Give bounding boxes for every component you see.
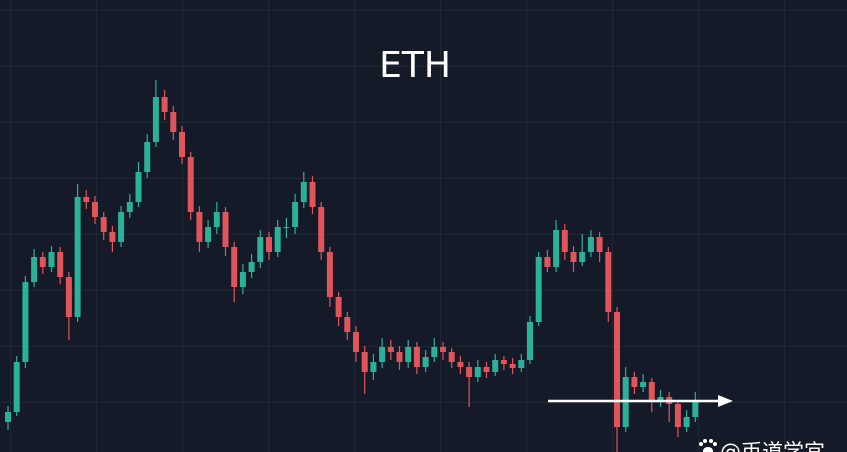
candle-body bbox=[179, 132, 185, 157]
candle-body bbox=[318, 207, 325, 252]
arrow-head bbox=[718, 395, 733, 407]
candle-body bbox=[344, 317, 351, 332]
candle-body bbox=[239, 272, 246, 287]
candle-body bbox=[579, 252, 586, 262]
candle-body bbox=[248, 262, 255, 272]
candle-body bbox=[500, 360, 507, 364]
candle-body bbox=[48, 252, 55, 267]
candle-body bbox=[674, 404, 681, 427]
candle-body bbox=[614, 312, 620, 427]
candle-body bbox=[292, 202, 299, 227]
candle-body bbox=[596, 237, 603, 252]
candle-body bbox=[274, 227, 281, 252]
candle-body bbox=[631, 377, 638, 387]
arrow bbox=[548, 395, 733, 407]
candle-body bbox=[196, 212, 203, 242]
candle-body bbox=[683, 417, 690, 427]
candle-body bbox=[144, 142, 151, 172]
candle-body bbox=[22, 282, 29, 362]
candle-body bbox=[74, 197, 81, 317]
candle-body bbox=[692, 402, 699, 417]
candle-body bbox=[422, 357, 429, 367]
candle-body bbox=[587, 237, 594, 252]
watermark: @币道学宜 bbox=[720, 440, 825, 452]
candle-body bbox=[300, 182, 307, 202]
candle-body bbox=[535, 257, 542, 322]
candle-body bbox=[100, 217, 107, 232]
candle-body bbox=[335, 297, 342, 317]
candle-body bbox=[448, 352, 455, 362]
candle-body bbox=[370, 362, 377, 372]
candle-body bbox=[65, 277, 72, 317]
candle-body bbox=[509, 364, 516, 368]
candle-body bbox=[13, 362, 20, 412]
candle-body bbox=[396, 352, 403, 362]
candle-body bbox=[466, 367, 473, 377]
candle-body bbox=[431, 347, 438, 357]
candle-body bbox=[379, 347, 386, 362]
candle-body bbox=[353, 332, 359, 352]
candle-body bbox=[126, 202, 133, 212]
candle-body bbox=[31, 257, 38, 282]
candle-body bbox=[309, 182, 316, 207]
candle-body bbox=[257, 237, 264, 262]
candle-body bbox=[544, 257, 551, 267]
candle-body bbox=[570, 252, 577, 262]
candle-body bbox=[553, 230, 560, 267]
candle-body bbox=[109, 232, 116, 242]
candle-body bbox=[387, 347, 394, 352]
candle-body bbox=[283, 227, 290, 228]
candle-body bbox=[39, 257, 46, 267]
candle-body bbox=[231, 247, 238, 287]
candle-body bbox=[92, 202, 98, 217]
candle-body bbox=[118, 212, 125, 242]
candle-body bbox=[205, 227, 212, 242]
candle-body bbox=[413, 347, 420, 367]
candle-body bbox=[648, 382, 655, 402]
candle-body bbox=[161, 97, 168, 112]
watermark-icon bbox=[699, 439, 717, 452]
candle-body bbox=[5, 412, 11, 422]
candle-body bbox=[492, 360, 499, 372]
candle-body bbox=[57, 252, 64, 277]
candle-body bbox=[483, 367, 490, 372]
candle-body bbox=[457, 362, 464, 367]
candle-body bbox=[657, 397, 664, 402]
candle-body bbox=[405, 347, 412, 362]
candle-body bbox=[605, 252, 612, 312]
candle-body bbox=[83, 197, 90, 202]
candle-body bbox=[222, 212, 229, 247]
candle-body bbox=[527, 322, 533, 360]
candle-body bbox=[170, 112, 177, 132]
candle-body bbox=[187, 157, 194, 212]
candle-body bbox=[561, 230, 568, 252]
candle-body bbox=[640, 382, 647, 387]
candle-body bbox=[440, 347, 446, 352]
candle-body bbox=[326, 252, 333, 297]
candle-body bbox=[135, 172, 142, 202]
candle-body bbox=[152, 97, 159, 142]
candles bbox=[5, 80, 699, 452]
chart-title: ETH bbox=[379, 45, 451, 86]
candle-body bbox=[474, 367, 481, 377]
candle-body bbox=[518, 360, 525, 368]
candle-body bbox=[361, 352, 368, 372]
candle-body bbox=[213, 212, 220, 227]
candle-body bbox=[266, 237, 272, 252]
